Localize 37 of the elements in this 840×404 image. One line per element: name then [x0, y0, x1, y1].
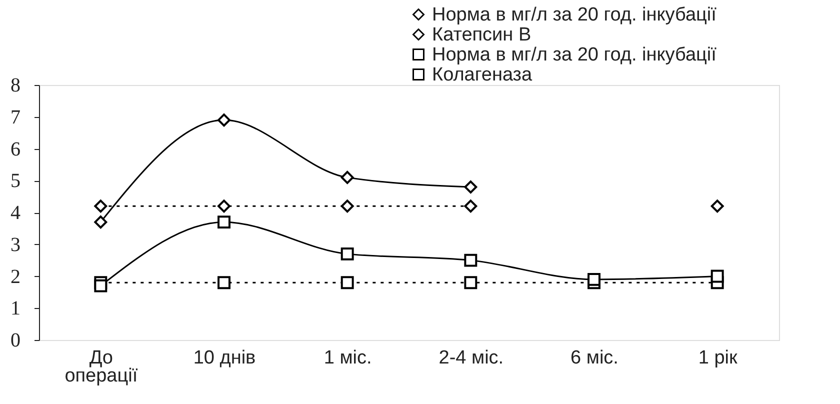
point — [94, 216, 108, 229]
y-tick-label: 0 — [10, 330, 20, 352]
legend-label: Норма в мг/л за 20 год. інкубації — [432, 4, 718, 26]
point — [94, 200, 108, 213]
legend-label: Катепсин B — [432, 24, 532, 46]
legend-label: Норма в мг/л за 20 год. інкубації — [432, 44, 718, 66]
y-tick-label: 2 — [10, 266, 20, 288]
x-tick-label: 2-4 міс. — [438, 348, 504, 368]
point — [464, 276, 478, 290]
point — [464, 254, 478, 267]
point — [218, 276, 230, 290]
x-tick-label: 1 рік — [698, 348, 738, 368]
point — [340, 276, 354, 290]
x-tick-label: До операції — [64, 348, 138, 386]
y-tick-label: 4 — [10, 202, 20, 224]
point — [464, 200, 478, 213]
point — [218, 114, 230, 127]
point — [218, 216, 230, 229]
y-tick-label: 7 — [10, 106, 20, 128]
y-tick-label: 6 — [10, 138, 20, 160]
point — [464, 180, 478, 194]
point — [710, 200, 724, 213]
point — [340, 170, 354, 184]
x-tick-label: 6 міс. — [570, 348, 618, 368]
y-tick-label: 5 — [10, 170, 20, 192]
point — [588, 272, 600, 286]
x-tick-label: 10 днів — [193, 348, 256, 368]
y-tick-label: 1 — [10, 298, 20, 320]
legend-label: Колагеназа — [432, 64, 533, 86]
x-tick-label: 1 міс. — [324, 348, 372, 368]
y-tick-label: 3 — [10, 234, 20, 256]
point — [218, 200, 230, 213]
y-tick-label: 8 — [10, 74, 20, 96]
point — [340, 247, 354, 260]
point — [94, 279, 108, 292]
point — [340, 200, 354, 213]
point — [710, 270, 724, 283]
